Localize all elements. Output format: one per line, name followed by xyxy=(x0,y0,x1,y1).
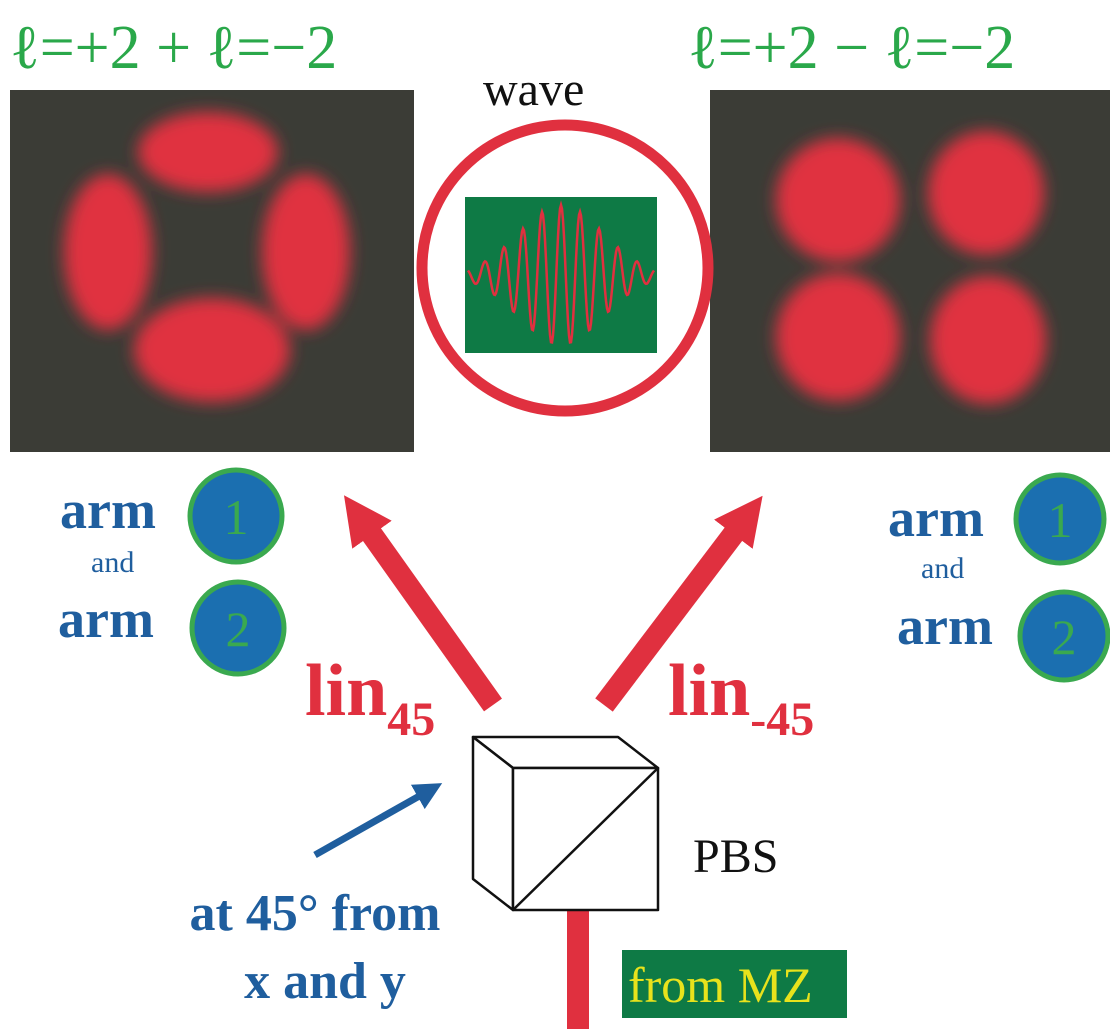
left-and-word: and xyxy=(91,546,134,579)
left-arm1-badge xyxy=(187,467,285,565)
lobe-left xyxy=(64,174,152,330)
orientation-note-line1: at 45° from xyxy=(190,885,441,942)
cube-splitter-diagonal xyxy=(512,767,659,911)
right-arm1-badge xyxy=(1013,472,1107,566)
lobe-bottom xyxy=(134,298,290,402)
output-arrow-left xyxy=(343,495,502,712)
lin-45-subscript: -45 xyxy=(750,693,814,746)
lin-45-label: lin-45 xyxy=(668,650,814,746)
from-mz-label-box: from MZ xyxy=(622,950,847,1018)
orientation-arrow xyxy=(313,783,443,859)
lobe-top-right xyxy=(928,131,1044,255)
right-arm1-word: arm xyxy=(888,488,984,548)
output-arrow-right xyxy=(595,495,763,712)
right-mode-image xyxy=(710,90,1110,452)
lobe-top xyxy=(138,112,278,192)
right-arm2-badge xyxy=(1017,589,1110,683)
lin45-label: lin45 xyxy=(305,650,435,746)
right-and-word: and xyxy=(921,552,964,585)
lobe-bottom-left xyxy=(776,273,900,401)
pbs-label: PBS xyxy=(693,830,778,883)
lobe-bottom-right xyxy=(930,276,1046,404)
from-mz-label: from MZ xyxy=(628,957,813,1013)
left-arm1-number: 1 xyxy=(224,489,249,545)
wave-icon xyxy=(416,119,714,417)
left-arm2-number: 2 xyxy=(226,601,251,657)
lobe-top-left xyxy=(776,138,900,262)
cube-side-face xyxy=(471,735,515,912)
wave-label: wave xyxy=(483,63,584,116)
pbs-cube xyxy=(471,735,660,912)
left-arm-labels: arm and arm 1 2 xyxy=(58,467,287,677)
left-arm1-word: arm xyxy=(60,480,156,540)
lin45-subscript: 45 xyxy=(387,693,435,746)
left-title: ℓ=+2 + ℓ=−2 xyxy=(10,14,337,82)
left-mode-image xyxy=(10,90,414,452)
left-arm2-word: arm xyxy=(58,589,154,649)
left-arm2-badge xyxy=(189,579,287,677)
right-arm-labels: arm and arm 1 2 xyxy=(888,472,1110,683)
lobe-right xyxy=(262,174,350,330)
right-arm2-word: arm xyxy=(897,596,993,656)
right-title: ℓ=+2 − ℓ=−2 xyxy=(688,14,1015,82)
right-arm1-number: 1 xyxy=(1048,492,1073,548)
lin45-base: lin xyxy=(305,650,387,732)
right-arm2-number: 2 xyxy=(1052,609,1077,665)
wave-packet-curve xyxy=(466,200,656,344)
orientation-note-line2: x and y xyxy=(244,953,406,1010)
lin-45-base: lin xyxy=(668,650,750,732)
